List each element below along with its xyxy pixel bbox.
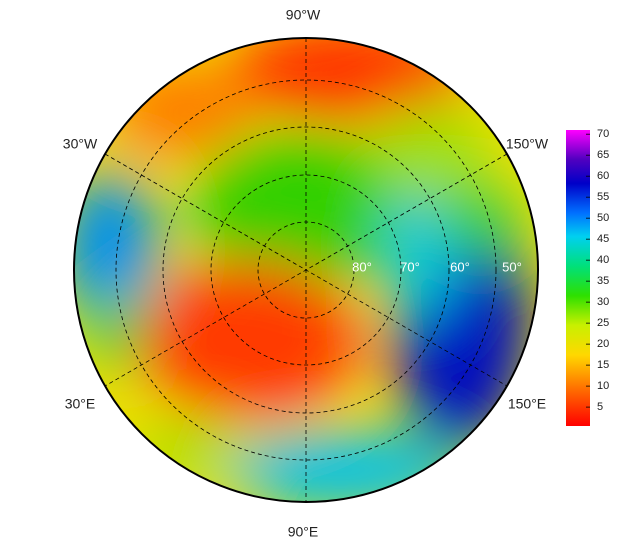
colorbar-tick-label: 5	[597, 401, 603, 413]
colorbar-tick-label: 65	[597, 149, 609, 161]
graticule	[104, 38, 508, 502]
colorbar-tick-label: 35	[597, 275, 609, 287]
lon-label: 90°W	[286, 7, 321, 23]
colorbar-tick-label: 70	[597, 128, 609, 140]
colorbar-tick-label: 30	[597, 296, 609, 308]
colorbar	[566, 130, 590, 426]
colorbar-tick-label: 50	[597, 212, 609, 224]
colorbar-tick-label: 55	[597, 191, 609, 203]
lon-label: 30°E	[65, 396, 96, 412]
colorbar-tick-label: 10	[597, 380, 609, 392]
colorbar-tick-label: 20	[597, 338, 609, 350]
lat-label: 70°	[400, 259, 420, 274]
lat-label: 50°	[502, 259, 522, 274]
lat-label: 80°	[352, 259, 372, 274]
colorbar-tick-label: 40	[597, 254, 609, 266]
colorbar-tick-label: 25	[597, 317, 609, 329]
lat-label: 60°	[450, 259, 470, 274]
colorbar-tick-label: 15	[597, 359, 609, 371]
field	[74, 38, 538, 502]
colorbar-tick-label: 60	[597, 170, 609, 182]
colorbar-tick-label: 45	[597, 233, 609, 245]
lon-label: 150°W	[506, 136, 549, 152]
lon-label: 90°E	[288, 524, 319, 540]
lon-label: 150°E	[508, 396, 546, 412]
lon-label: 30°W	[63, 136, 98, 152]
